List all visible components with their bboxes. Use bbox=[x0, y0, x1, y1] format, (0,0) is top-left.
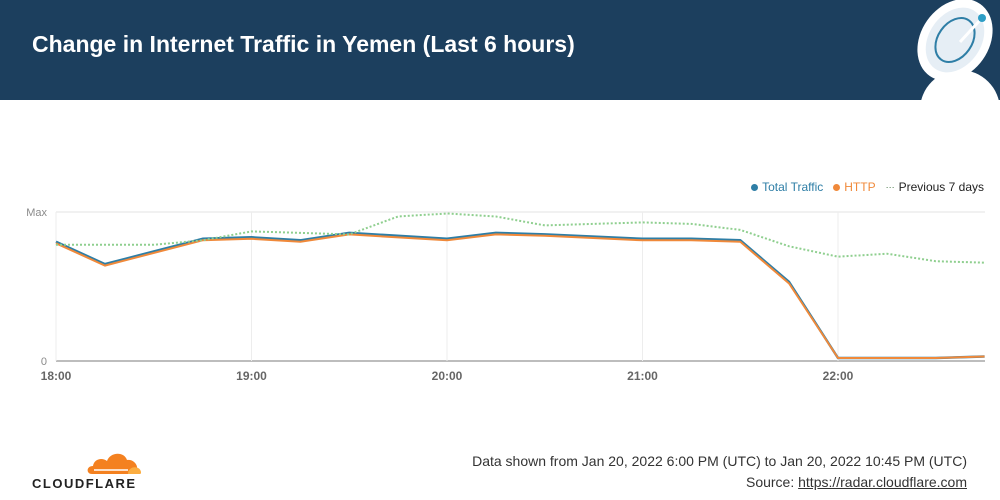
source-label: Source: bbox=[745, 474, 795, 490]
page-title: Change in Internet Traffic in Yemen (Las… bbox=[32, 31, 575, 57]
legend-item-previous[interactable]: ··· Previous 7 days bbox=[886, 180, 984, 194]
satellite-dish-icon bbox=[917, 0, 999, 100]
x-tick-label: 20:00 bbox=[432, 369, 463, 383]
legend-item-http[interactable]: HTTP bbox=[833, 180, 876, 194]
y-tick-label: Max bbox=[26, 207, 47, 219]
chart-legend: Total Traffic HTTP ··· Previous 7 days bbox=[751, 180, 984, 194]
data-range-text: Data shown from Jan 20, 2022 6:00 PM (UT… bbox=[472, 453, 967, 469]
cloudflare-logo: CLOUDFLARE bbox=[32, 448, 142, 491]
legend-label-http: HTTP bbox=[844, 180, 876, 194]
legend-marker-http bbox=[833, 183, 841, 191]
source-line: Source: https://radar.cloudflare.com bbox=[746, 474, 967, 490]
source-link[interactable]: https://radar.cloudflare.com bbox=[798, 474, 967, 490]
x-tick-label: 18:00 bbox=[41, 369, 72, 383]
legend-marker-previous: ··· bbox=[885, 182, 895, 192]
cloudflare-wordmark: CLOUDFLARE bbox=[32, 476, 137, 491]
x-tick-label: 19:00 bbox=[236, 369, 267, 383]
x-tick-label: 22:00 bbox=[823, 369, 854, 383]
legend-label-previous: Previous 7 days bbox=[898, 180, 984, 194]
series-line-previous bbox=[56, 212, 985, 264]
legend-label-total-traffic: Total Traffic bbox=[762, 180, 824, 194]
series-line-http bbox=[55, 233, 985, 359]
traffic-line-chart: 18:00 19:00 20:00 21:00 22:00 Max 0 bbox=[26, 207, 985, 383]
y-tick-label: 0 bbox=[41, 356, 47, 368]
header-banner: Change in Internet Traffic in Yemen (Las… bbox=[0, 0, 1000, 100]
cloud-icon bbox=[87, 453, 142, 474]
legend-marker-total-traffic bbox=[751, 183, 759, 191]
legend-item-total-traffic[interactable]: Total Traffic bbox=[751, 180, 823, 194]
series-line-total-traffic bbox=[55, 231, 985, 360]
x-tick-label: 21:00 bbox=[627, 369, 658, 383]
